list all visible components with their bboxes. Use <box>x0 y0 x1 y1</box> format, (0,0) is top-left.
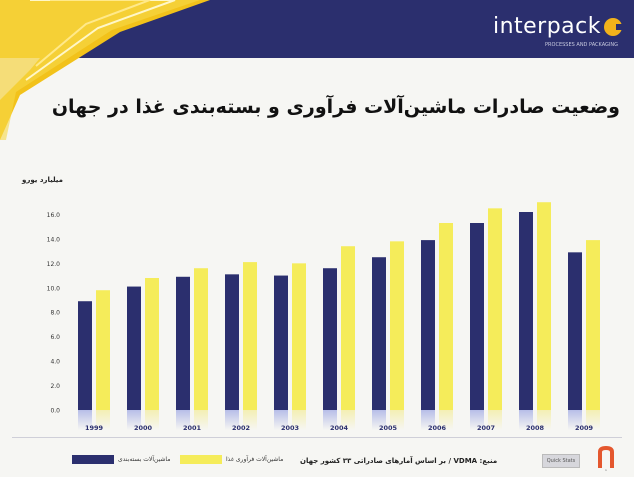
x-tick-label: 2005 <box>379 424 398 432</box>
bar-reflection-2001-1 <box>194 410 208 430</box>
bar-food-processing-2003 <box>292 263 306 410</box>
brand-tagline: PROCESSES AND PACKAGING <box>545 42 618 48</box>
legend-swatch-series-2 <box>180 455 222 464</box>
bar-reflection-1999-1 <box>96 410 110 430</box>
x-tick-label: 2002 <box>232 424 250 432</box>
y-tick-label: 8.0 <box>50 310 60 317</box>
legend-label-series-2: ماشین‌آلات فرآوری غذا <box>226 456 284 463</box>
bar-reflection-2000-1 <box>145 410 159 430</box>
bar-reflection-2006-0 <box>421 410 435 430</box>
bar-reflection-2000-0 <box>127 410 141 430</box>
x-tick-label: 2003 <box>281 424 299 432</box>
bar-reflection-2002-1 <box>243 410 257 430</box>
bar-food-processing-2001 <box>194 268 208 410</box>
bar-food-processing-2002 <box>243 262 257 410</box>
bar-reflection-2008-1 <box>537 410 551 430</box>
bar-reflection-2006-1 <box>439 410 453 430</box>
bar-reflection-2003-1 <box>292 410 306 430</box>
bar-packaging-2005 <box>372 257 386 410</box>
legend-item-series-1: ماشین‌آلات بسته‌بندی <box>72 455 170 464</box>
bar-packaging-2002 <box>225 274 239 410</box>
bar-packaging-2001 <box>176 276 190 410</box>
x-tick-label: 2007 <box>477 424 495 432</box>
bar-reflection-1999-0 <box>78 410 92 430</box>
y-tick-label: 0.0 <box>50 408 60 415</box>
y-tick-label: 12.0 <box>47 261 61 268</box>
y-tick-label: 10.0 <box>47 285 61 292</box>
x-tick-label: 2009 <box>575 424 594 432</box>
x-tick-label: 2001 <box>183 424 202 432</box>
bar-reflection-2004-1 <box>341 410 355 430</box>
y-tick-label: 14.0 <box>47 236 61 243</box>
brand-mark-icon <box>604 17 624 36</box>
y-tick-label: 4.0 <box>50 359 60 366</box>
bar-food-processing-2009 <box>586 240 600 410</box>
x-tick-label: 2000 <box>134 424 153 432</box>
legend-item-series-2: ماشین‌آلات فرآوری غذا <box>180 455 283 464</box>
x-tick-label: 2008 <box>526 424 545 432</box>
bar-food-processing-2006 <box>439 223 453 410</box>
bar-food-processing-2008 <box>537 202 551 410</box>
bar-reflection-2007-0 <box>470 410 484 430</box>
page-title: وضعیت صادرات ماشین‌آلات فرآوری و بسته‌بن… <box>51 96 620 118</box>
y-tick-label: 16.0 <box>47 212 61 219</box>
x-tick-label: 2004 <box>330 424 349 432</box>
quick-stats-badge: Quick Stats <box>542 454 580 468</box>
bar-reflection-2001-0 <box>176 410 190 430</box>
source-note: منبع: VDMA / بر اساس آمارهای صادراتی ۳۳ … <box>300 457 498 465</box>
y-axis-label: میلیارد یورو <box>21 176 63 184</box>
bar-reflection-2005-0 <box>372 410 386 430</box>
bar-food-processing-2005 <box>390 241 404 410</box>
y-tick-label: 6.0 <box>50 334 60 341</box>
bar-packaging-2009 <box>568 252 582 410</box>
brand-name: interpack <box>492 14 601 39</box>
bar-reflection-2005-1 <box>390 410 404 430</box>
legend-swatch-series-1 <box>72 455 114 464</box>
bar-reflection-2009-1 <box>586 410 600 430</box>
bar-packaging-2006 <box>421 240 435 410</box>
publisher-logo-letter: n <box>605 468 607 472</box>
footer-divider <box>12 437 622 438</box>
bar-reflection-2009-0 <box>568 410 582 430</box>
bar-reflection-2008-0 <box>519 410 533 430</box>
bar-packaging-1999 <box>78 301 92 410</box>
bar-reflection-2003-0 <box>274 410 288 430</box>
bar-reflection-2007-1 <box>488 410 502 430</box>
bar-reflection-2004-0 <box>323 410 337 430</box>
bar-food-processing-2004 <box>341 246 355 410</box>
x-tick-label: 1999 <box>85 424 104 432</box>
bar-packaging-2008 <box>519 212 533 410</box>
y-tick-label: 2.0 <box>50 383 60 390</box>
bar-packaging-2000 <box>127 286 141 410</box>
banner-stripes-decoration <box>0 0 210 140</box>
bar-packaging-2007 <box>470 223 484 410</box>
bar-food-processing-1999 <box>96 290 110 410</box>
bar-reflection-2002-0 <box>225 410 239 430</box>
bar-packaging-2003 <box>274 275 288 410</box>
publisher-logo-icon: n <box>598 446 614 472</box>
legend-label-series-1: ماشین‌آلات بسته‌بندی <box>118 456 171 463</box>
bar-food-processing-2007 <box>488 208 502 410</box>
x-tick-label: 2006 <box>428 424 447 432</box>
bar-packaging-2004 <box>323 268 337 410</box>
bar-food-processing-2000 <box>145 278 159 410</box>
export-bar-chart: میلیارد یورو 0.0 2.0 4.0 6.0 8.0 10.0 12.0 14.0… <box>21 176 600 432</box>
brand-logo: interpack <box>492 14 624 39</box>
